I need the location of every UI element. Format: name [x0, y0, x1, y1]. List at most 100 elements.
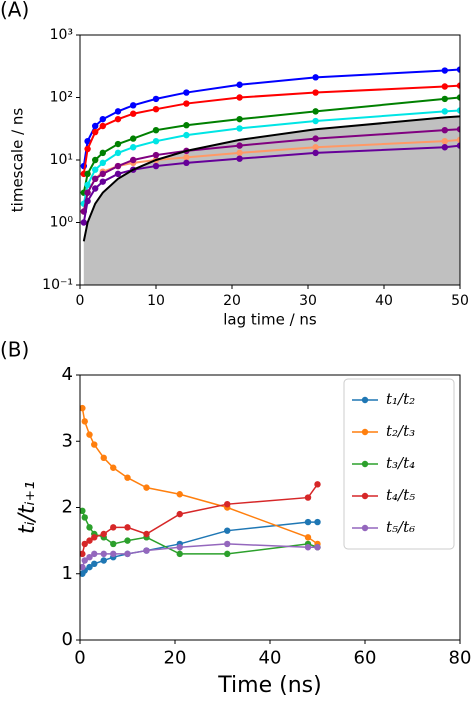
point [236, 115, 243, 123]
point [110, 464, 117, 471]
point [91, 550, 98, 558]
point [143, 530, 150, 538]
point [91, 534, 98, 541]
x-axis-label: lag time / ns [223, 311, 317, 329]
point [312, 144, 319, 151]
x-tick-label: 30 [299, 293, 317, 309]
x-tick-label: 60 [354, 648, 377, 669]
point [92, 185, 99, 192]
point [110, 540, 117, 548]
y-tick-label: 1 [62, 563, 73, 584]
point [143, 484, 150, 491]
point [152, 105, 160, 113]
point [456, 126, 460, 133]
point [441, 83, 448, 90]
point [224, 550, 231, 558]
x-tick-label: 10 [147, 293, 165, 309]
point [110, 524, 117, 531]
point [80, 404, 86, 412]
point [314, 544, 321, 551]
point [84, 189, 91, 196]
point [84, 197, 91, 205]
point [86, 553, 93, 561]
y-axis-label: tᵢ/tᵢ₊₁ [15, 481, 40, 534]
series-line [81, 510, 318, 555]
point [100, 454, 107, 462]
point [84, 181, 91, 189]
legend-frame [343, 378, 455, 550]
point [81, 514, 88, 521]
point [176, 544, 183, 551]
point [80, 507, 86, 515]
legend-label: t₂/t₃ [386, 422, 415, 440]
x-axis-label: Time (ns) [217, 673, 321, 698]
point [312, 108, 319, 115]
point [312, 74, 319, 81]
point [92, 128, 99, 136]
point [91, 560, 98, 568]
legend-marker [361, 460, 369, 468]
point [80, 550, 86, 558]
legend-label: t₅/t₆ [386, 518, 415, 536]
point [236, 125, 243, 132]
point [124, 474, 131, 481]
x-tick-label: 0 [74, 648, 85, 669]
point [441, 95, 448, 103]
point [236, 94, 243, 101]
y-tick-label: 10⁻¹ [42, 277, 73, 293]
point [224, 540, 231, 548]
point [130, 110, 137, 117]
fill-region [83, 116, 460, 285]
point [124, 524, 131, 531]
point [84, 137, 91, 145]
point [152, 137, 160, 145]
point [99, 122, 107, 130]
point [124, 550, 131, 558]
point [224, 527, 231, 534]
point [304, 518, 312, 526]
y-tick-label: 10² [50, 90, 73, 106]
x-tick-label: 20 [164, 648, 187, 669]
point [99, 178, 107, 185]
point [312, 89, 319, 96]
point [114, 108, 122, 115]
legend-marker [361, 492, 369, 500]
plot-area [80, 66, 460, 285]
point [183, 122, 190, 129]
point [91, 441, 98, 448]
point [86, 524, 93, 531]
panel-label: (A) [0, 0, 29, 22]
point [86, 537, 93, 544]
point [456, 94, 460, 101]
point [456, 82, 460, 89]
point [176, 510, 183, 518]
point [304, 534, 312, 541]
x-tick-label: 40 [259, 648, 282, 669]
point [456, 142, 460, 149]
point [92, 122, 99, 130]
point [81, 418, 88, 425]
point [312, 149, 319, 157]
point [114, 149, 122, 157]
point [86, 431, 93, 438]
point [236, 81, 243, 88]
point [314, 481, 321, 488]
point [80, 219, 88, 226]
x-tick-label: 40 [375, 293, 393, 309]
point [100, 530, 107, 538]
point [304, 494, 312, 501]
point [92, 166, 99, 173]
legend-marker [361, 524, 369, 532]
point [224, 500, 231, 508]
point [124, 537, 131, 544]
point [80, 563, 86, 571]
point [99, 149, 107, 157]
point [441, 108, 448, 115]
series-line [82, 115, 460, 242]
point [441, 67, 448, 74]
point [456, 136, 460, 144]
point [130, 135, 137, 142]
y-tick-label: 4 [62, 364, 73, 385]
point [130, 102, 137, 109]
point [92, 175, 99, 183]
